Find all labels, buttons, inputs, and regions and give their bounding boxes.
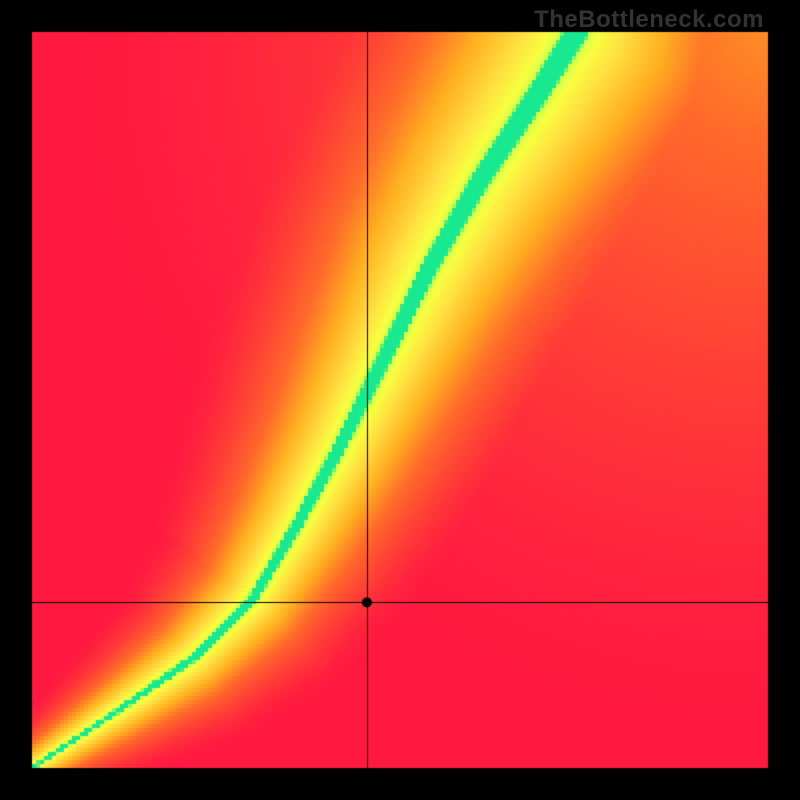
bottleneck-heatmap [0, 0, 800, 800]
watermark-text: TheBottleneck.com [534, 6, 764, 34]
